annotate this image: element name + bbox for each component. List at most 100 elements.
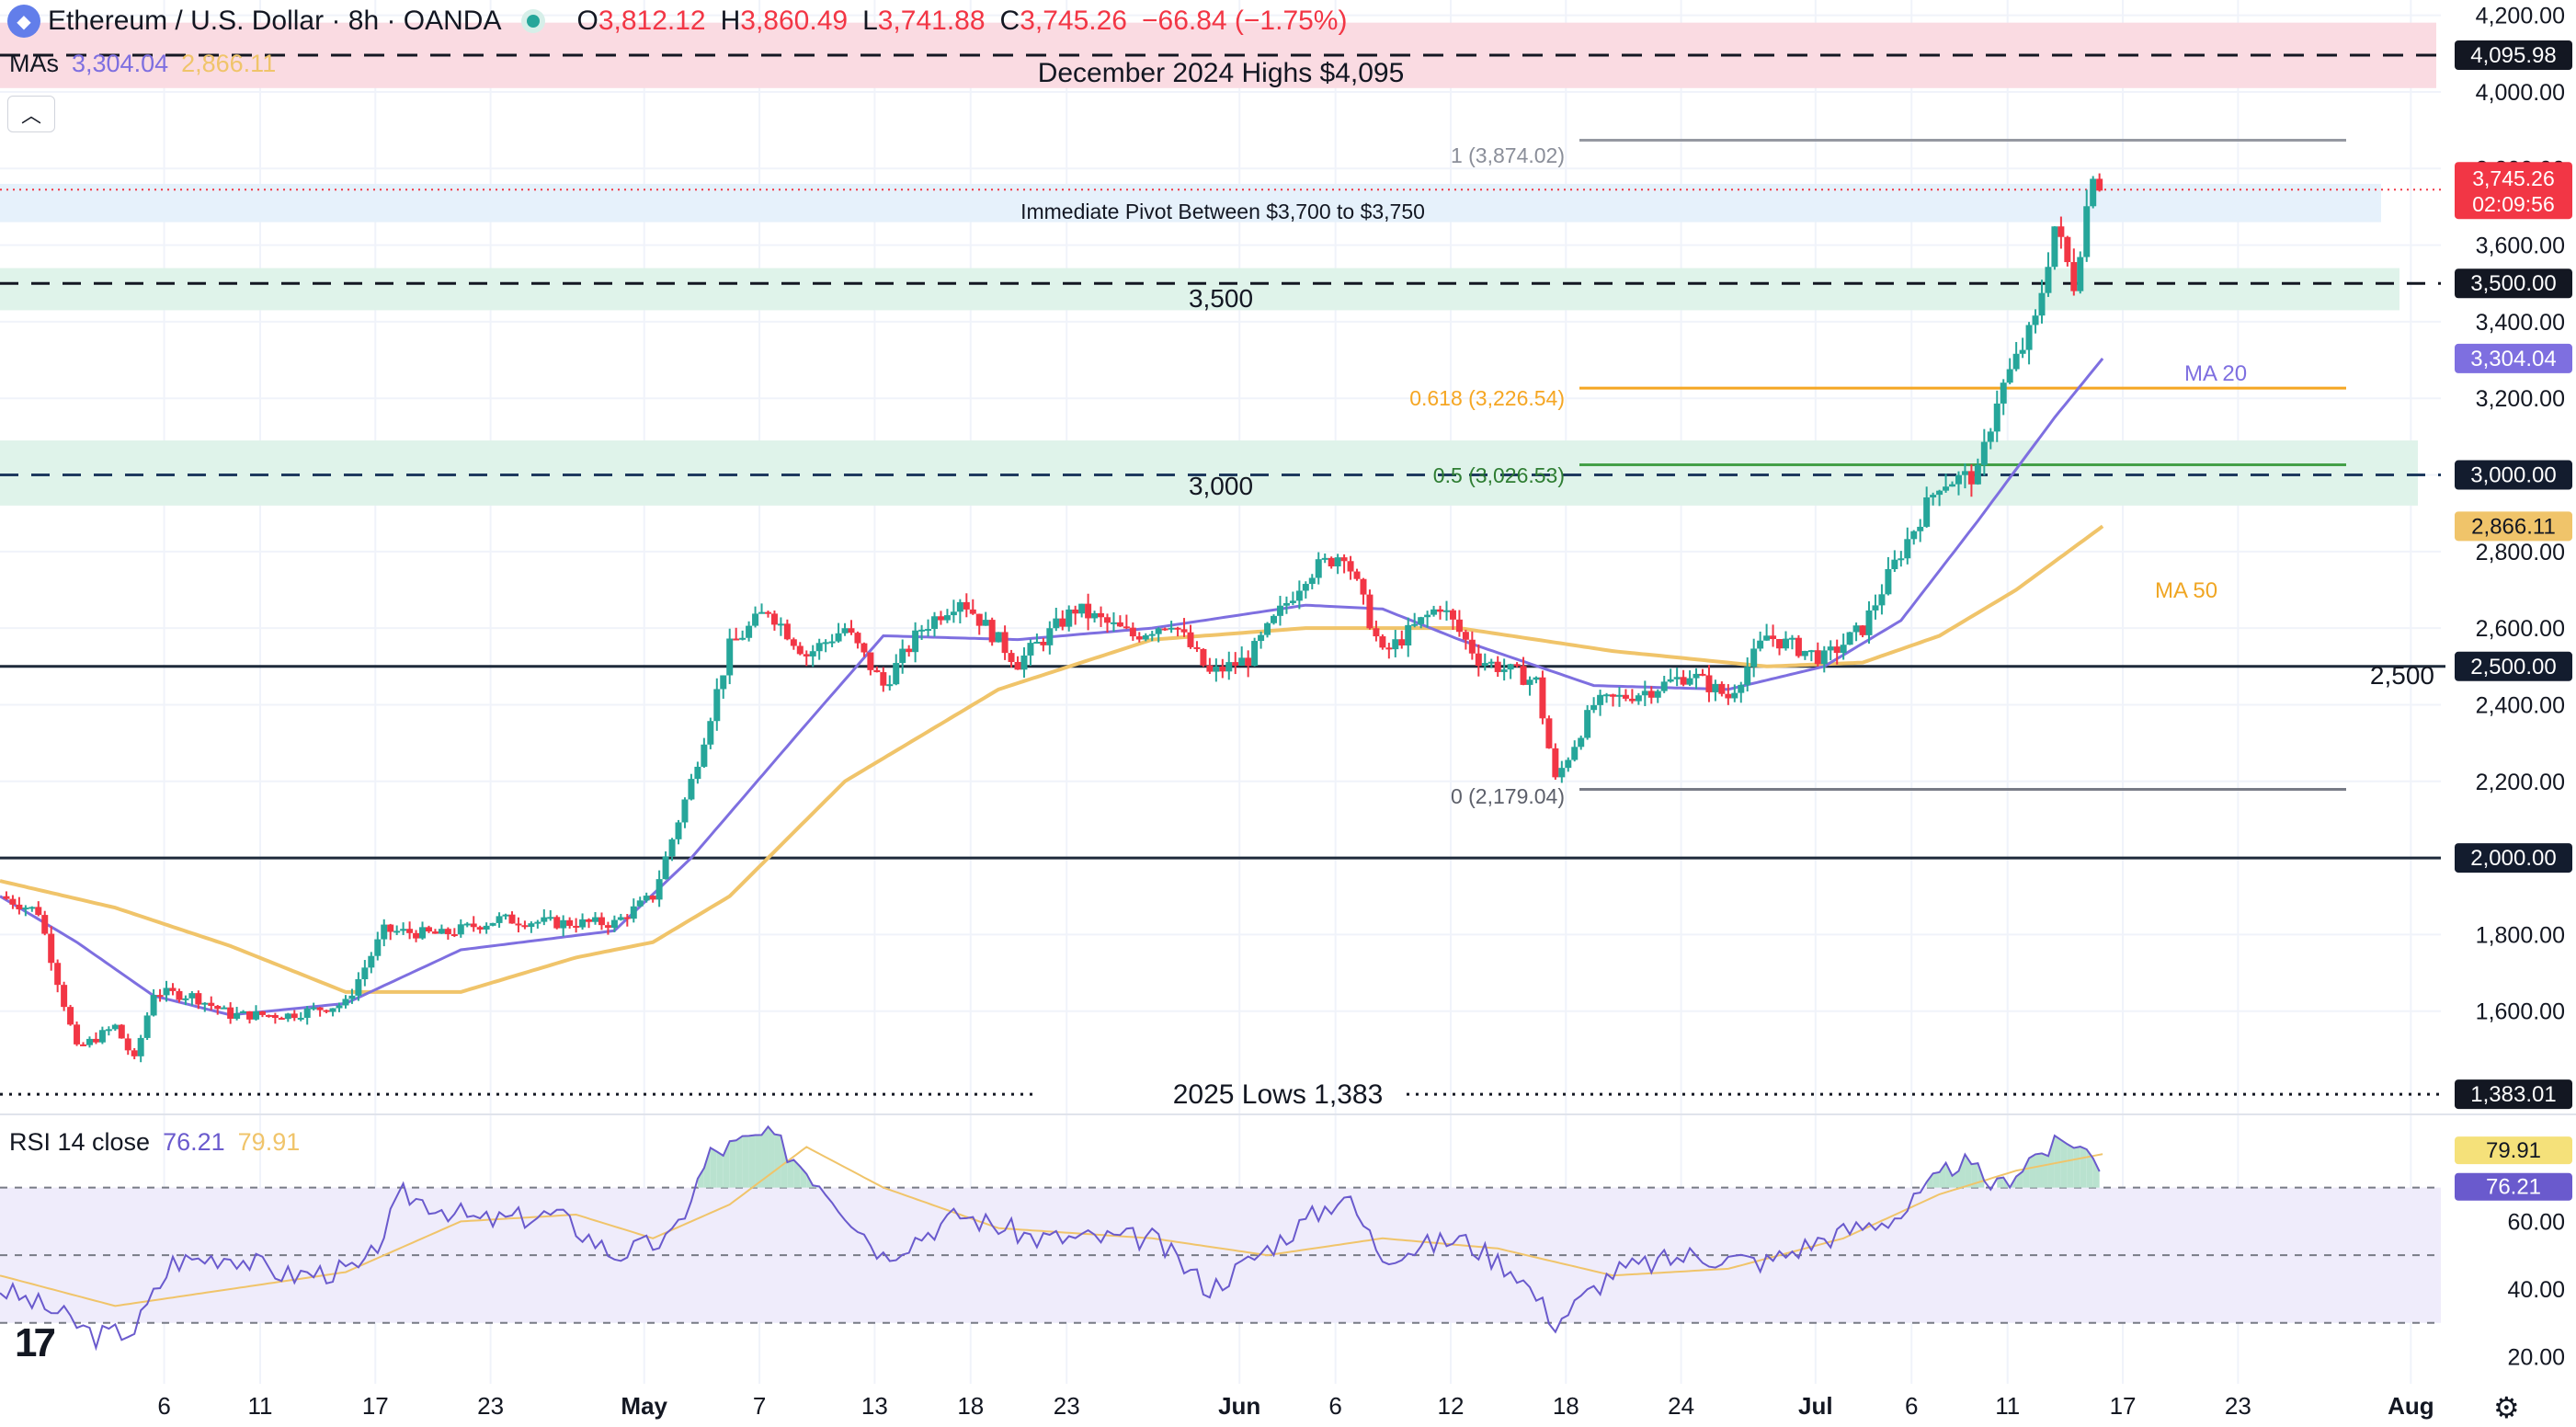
level-2000-tag-bg — [2455, 843, 2572, 873]
candle — [450, 934, 458, 937]
tradingview-logo[interactable]: 17 — [15, 1320, 56, 1365]
candle — [1993, 403, 2000, 432]
candle — [483, 925, 490, 930]
candle — [956, 601, 963, 612]
rsi-ma-legend-value: 79.91 — [237, 1128, 301, 1156]
candle — [41, 915, 49, 934]
rsi-legend[interactable]: RSI 14 close 76.21 79.91 — [9, 1128, 300, 1157]
rsi-overbought-fill — [703, 1147, 711, 1188]
candle — [374, 939, 382, 956]
rsi-overbought-fill — [697, 1168, 704, 1188]
candle — [809, 651, 816, 656]
last-price-tag: 3,745.26 — [2472, 166, 2555, 190]
candle — [54, 963, 62, 986]
candle — [2025, 325, 2033, 350]
rsi-overbought-fill — [2092, 1158, 2100, 1188]
rsi-overbought-fill — [2029, 1154, 2036, 1188]
ethereum-icon: ◆ — [7, 5, 40, 38]
candle — [1135, 636, 1143, 640]
rsi-tick-label: 40.00 — [2507, 1277, 2565, 1303]
candle — [777, 623, 784, 626]
candle — [950, 611, 957, 616]
rsi-tick-label: 60.00 — [2507, 1209, 2565, 1235]
rsi-overbought-fill — [748, 1135, 756, 1188]
candle — [48, 933, 55, 964]
last-price-tag-bg — [2455, 162, 2572, 220]
candle — [9, 898, 17, 905]
candle — [1738, 684, 1745, 693]
symbol-title[interactable]: Ethereum / U.S. Dollar · 8h · OANDA — [48, 6, 502, 36]
candle — [783, 623, 791, 640]
rsi-overbought-fill — [1939, 1162, 1946, 1188]
candle — [361, 967, 369, 979]
candle — [1405, 624, 1412, 646]
candle — [963, 601, 970, 610]
candle — [1155, 628, 1162, 634]
candle — [316, 1007, 324, 1010]
candle — [92, 1038, 99, 1043]
candle — [1763, 635, 1771, 641]
close-value: 3,745.26 — [1020, 6, 1127, 36]
candle — [1788, 637, 1795, 640]
candle — [1974, 464, 1981, 485]
candle — [227, 1007, 234, 1019]
candle — [176, 990, 183, 1000]
candle — [61, 985, 68, 1008]
candle — [265, 1014, 272, 1017]
candle — [348, 995, 356, 999]
candle — [1481, 663, 1488, 667]
candle — [1635, 695, 1642, 702]
collapse-legend-button[interactable]: ︿ — [7, 96, 55, 132]
candle — [1910, 531, 1918, 540]
candle — [2057, 226, 2065, 237]
candle — [1673, 677, 1681, 679]
candle — [528, 923, 535, 928]
candle — [796, 645, 804, 655]
y-tick-label: 1,600.00 — [2476, 999, 2565, 1025]
candle — [982, 620, 989, 626]
rsi-overbought-fill — [710, 1147, 717, 1188]
candle — [2070, 262, 2078, 291]
y-tick-label: 2,800.00 — [2476, 540, 2565, 565]
candle — [1571, 747, 1579, 760]
candle — [2000, 382, 2007, 404]
candle — [1027, 643, 1034, 656]
candle — [1033, 642, 1041, 645]
candle — [1282, 602, 1290, 606]
candle — [828, 641, 836, 644]
fibonacci — [1579, 138, 2346, 792]
candle — [284, 1013, 291, 1020]
rsi-overbought-fill — [1997, 1177, 2004, 1188]
candle — [733, 638, 740, 641]
gear-icon[interactable]: ⚙ — [2493, 1391, 2520, 1424]
candle — [1533, 677, 1540, 680]
rsi-overbought-fill — [2023, 1158, 2030, 1188]
candle — [1001, 632, 1009, 654]
candle — [1328, 557, 1335, 567]
candle — [1693, 673, 1700, 679]
candle — [1040, 642, 1047, 645]
candle — [1667, 679, 1674, 682]
mas-legend[interactable]: MAs 3,304.04 2,866.11 — [9, 50, 276, 78]
candle — [2006, 369, 2013, 383]
candle — [925, 629, 932, 632]
candle — [841, 628, 849, 634]
candle — [988, 620, 996, 643]
candle — [393, 930, 401, 933]
fib-05-label: 0.5 (3,026.53) — [1433, 463, 1565, 487]
candle — [1936, 490, 1943, 496]
candle — [381, 924, 388, 940]
candle — [1565, 759, 1572, 769]
candle — [1904, 539, 1911, 559]
candle — [1251, 641, 1259, 667]
rsi-label: RSI 14 close — [9, 1128, 151, 1156]
level-3500-tag-bg — [2455, 268, 2572, 299]
candle — [1238, 657, 1246, 666]
candle — [143, 1015, 151, 1038]
candle — [1411, 623, 1419, 626]
candle — [1827, 646, 1834, 651]
candle — [400, 929, 407, 931]
rsi-overbought-fill — [729, 1140, 736, 1188]
candle — [1641, 691, 1648, 696]
